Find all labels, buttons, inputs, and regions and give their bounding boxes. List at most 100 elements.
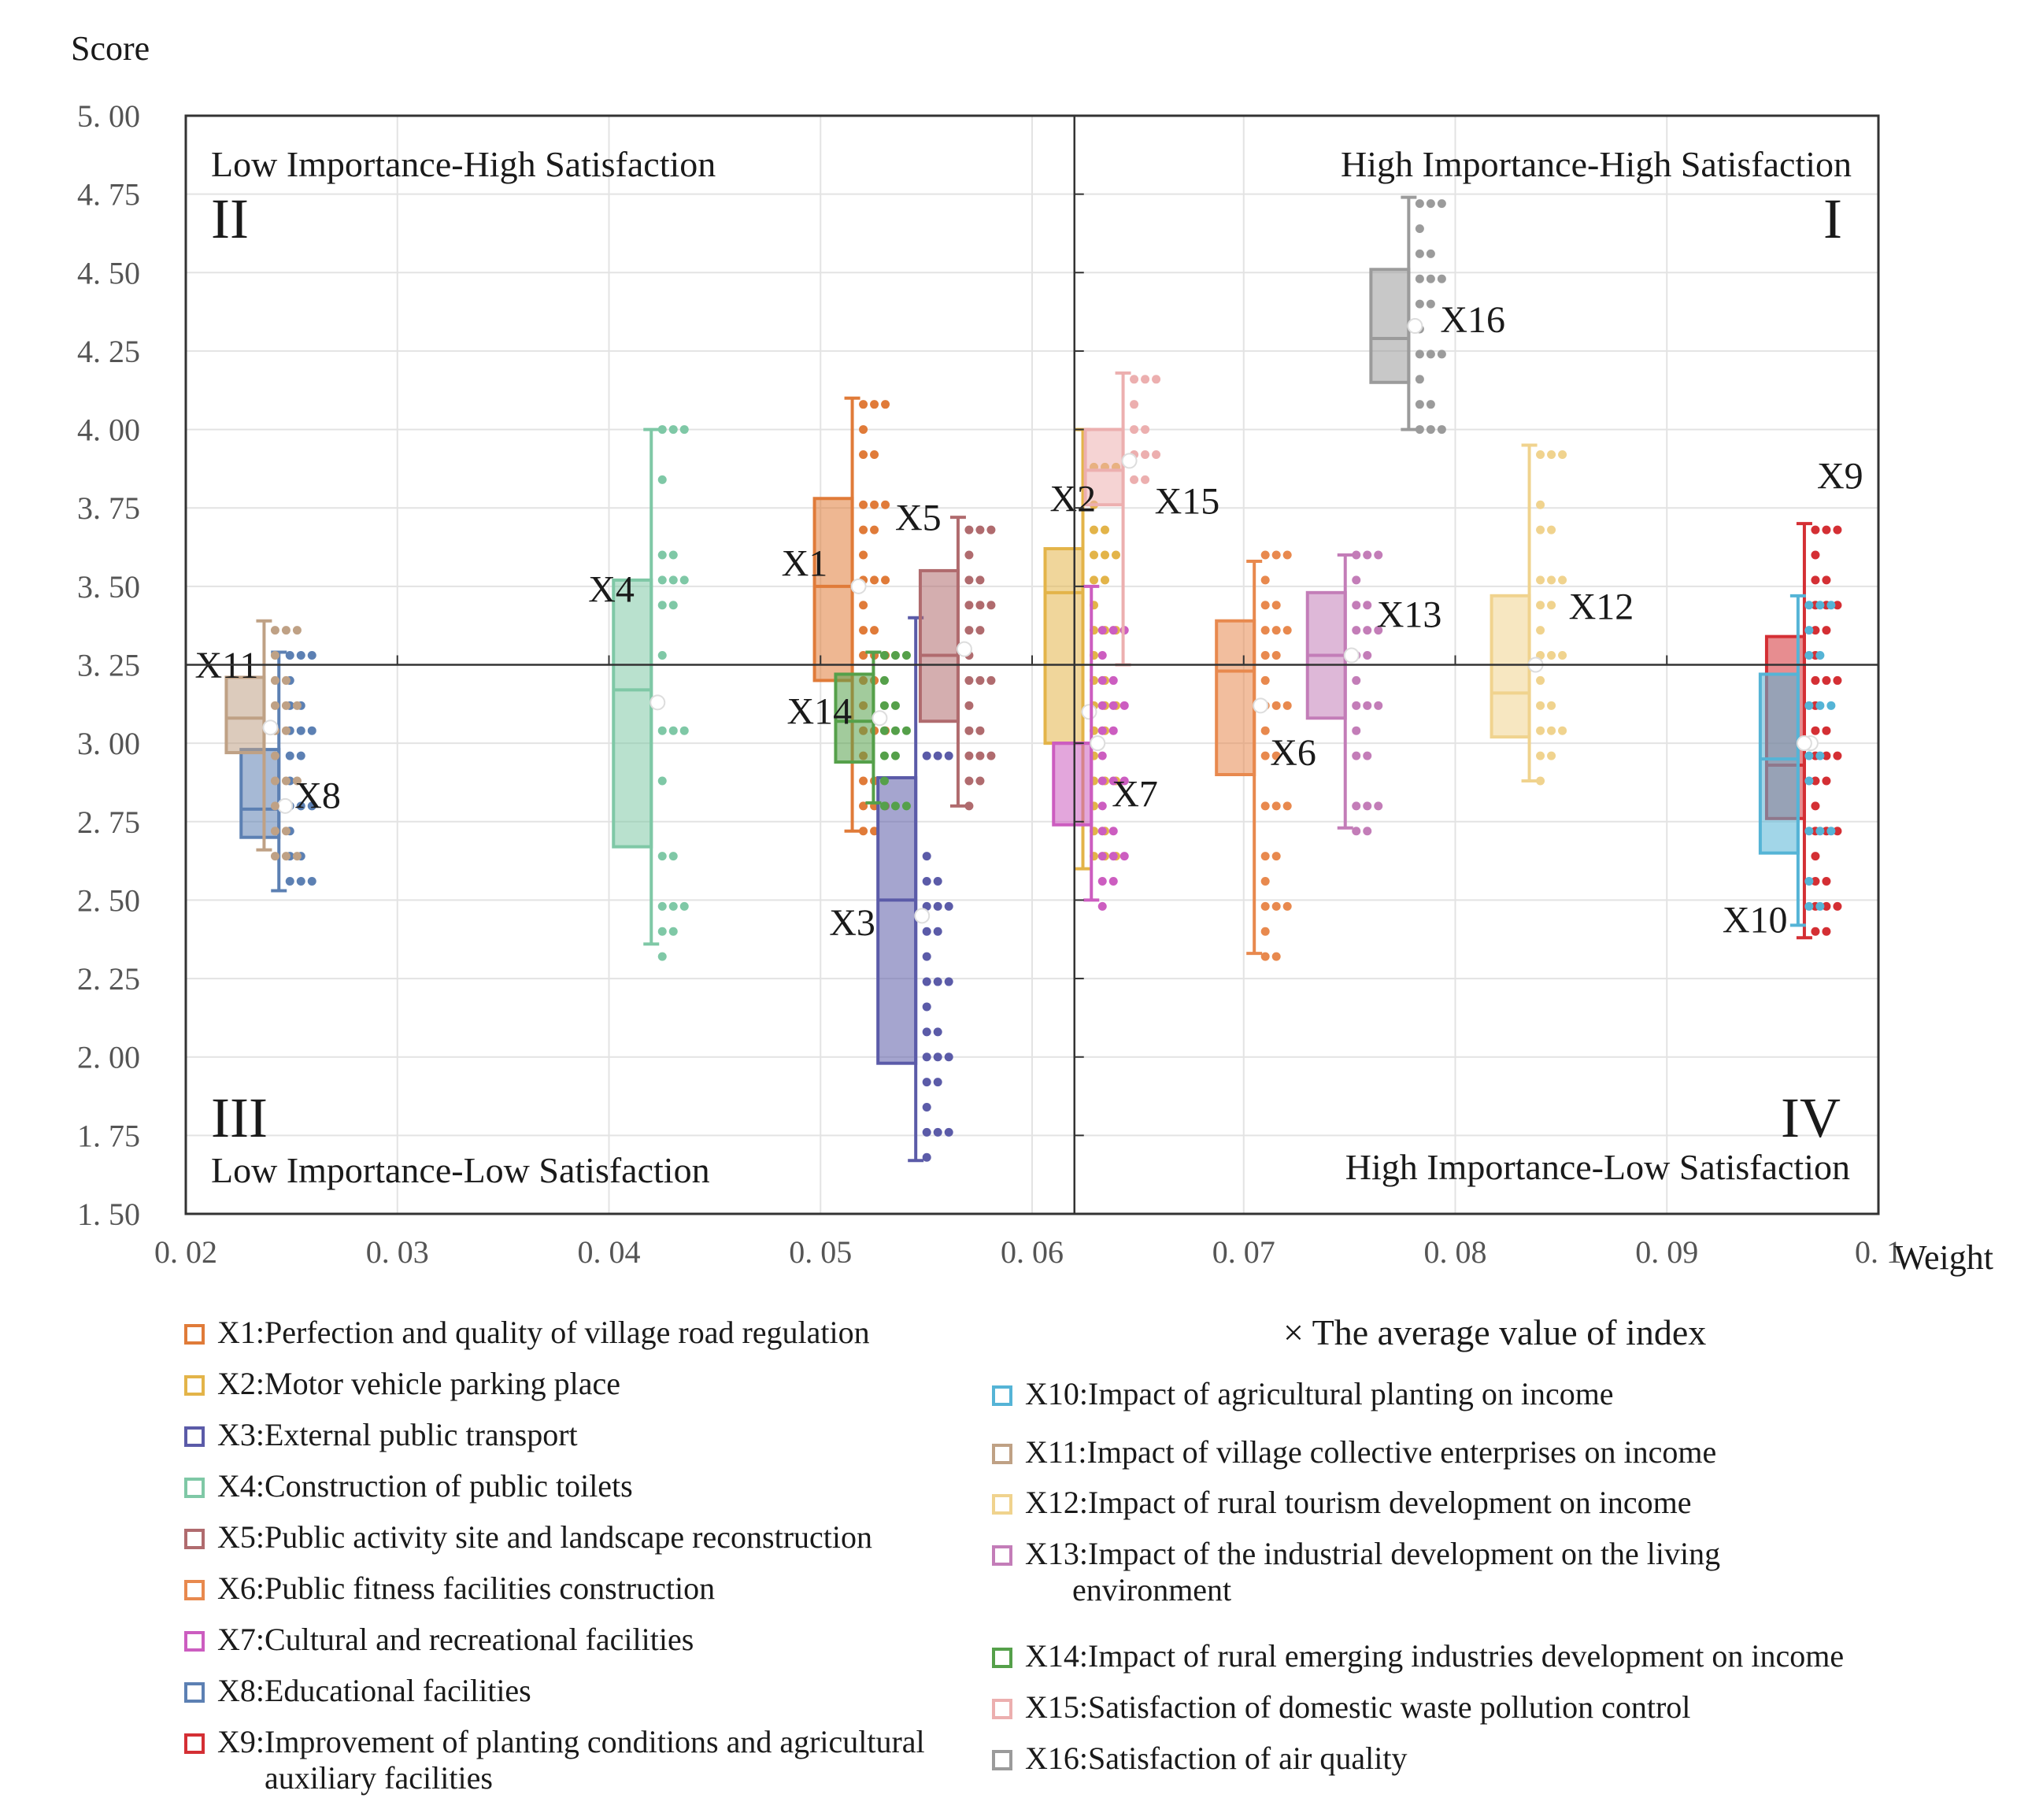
data-dot bbox=[1811, 852, 1820, 861]
mean-marker bbox=[1796, 735, 1812, 752]
legend-swatch bbox=[992, 1648, 1012, 1668]
data-dot bbox=[1815, 827, 1825, 836]
data-dot bbox=[1415, 249, 1424, 258]
x-tick-label: 0. 03 bbox=[366, 1234, 429, 1270]
data-dot bbox=[859, 776, 868, 786]
series-label-x2: X2 bbox=[1050, 479, 1097, 520]
data-dot bbox=[1363, 626, 1372, 635]
data-dot bbox=[1536, 500, 1545, 509]
data-dot bbox=[1811, 626, 1820, 635]
data-dot bbox=[986, 751, 996, 760]
data-dot bbox=[1352, 601, 1361, 610]
mean-marker bbox=[262, 719, 279, 736]
mean-marker bbox=[914, 908, 931, 924]
box-x12 bbox=[1490, 594, 1531, 739]
data-dot bbox=[890, 726, 900, 735]
data-dot bbox=[657, 601, 667, 610]
data-dot bbox=[657, 901, 667, 911]
data-dot bbox=[859, 500, 868, 509]
data-dot bbox=[859, 801, 868, 811]
mean-marker bbox=[956, 641, 972, 657]
data-dot bbox=[1352, 827, 1361, 836]
data-dot bbox=[964, 626, 974, 635]
series-label-x5: X5 bbox=[895, 498, 942, 539]
box-x1 bbox=[812, 497, 854, 682]
data-dot bbox=[1108, 776, 1118, 786]
data-dot bbox=[1352, 801, 1361, 811]
data-dot bbox=[1352, 726, 1361, 735]
data-dot bbox=[964, 550, 974, 560]
data-dot bbox=[657, 952, 667, 961]
data-dot bbox=[1097, 701, 1107, 710]
box-x5 bbox=[918, 568, 960, 723]
legend-item-x1: X1:Perfection and quality of village roa… bbox=[184, 1315, 870, 1350]
data-dot bbox=[859, 425, 868, 435]
data-dot bbox=[975, 776, 985, 786]
data-dot bbox=[1804, 651, 1814, 660]
data-dot bbox=[881, 500, 890, 509]
legend-label: auxiliary facilities bbox=[265, 1760, 493, 1796]
data-dot bbox=[1282, 626, 1292, 635]
data-dot bbox=[657, 475, 667, 484]
data-dot bbox=[1558, 651, 1567, 660]
data-dot bbox=[281, 626, 291, 635]
legend-swatch bbox=[184, 1682, 205, 1703]
series-x11 bbox=[224, 619, 302, 861]
legend-swatch bbox=[992, 1494, 1012, 1515]
legend-item-x16: X16:Satisfaction of air quality bbox=[992, 1740, 1407, 1776]
series-x12 bbox=[1490, 443, 1567, 786]
legend-item-x8: X8:Educational facilities bbox=[184, 1673, 531, 1708]
data-dot bbox=[285, 751, 294, 760]
mean-marker bbox=[277, 797, 294, 814]
data-dot bbox=[1260, 651, 1270, 660]
data-dot bbox=[1260, 726, 1270, 735]
mean-marker bbox=[1081, 704, 1097, 720]
legend-label: X13:Impact of the industrial development… bbox=[1025, 1536, 1720, 1571]
data-dot bbox=[1363, 550, 1372, 560]
mean-marker bbox=[1253, 697, 1269, 714]
mean-marker bbox=[649, 694, 666, 711]
y-tick-label: 2. 25 bbox=[77, 961, 140, 997]
data-dot bbox=[1374, 701, 1383, 710]
series-label-x9: X9 bbox=[1817, 456, 1863, 498]
legend-item-x7: X7:Cultural and recreational facilities bbox=[184, 1622, 694, 1657]
data-dot bbox=[1108, 726, 1118, 735]
data-dot bbox=[1363, 751, 1372, 760]
data-dot bbox=[1282, 550, 1292, 560]
data-dot bbox=[1536, 626, 1545, 635]
data-dot bbox=[1112, 550, 1120, 560]
data-dot bbox=[296, 801, 305, 811]
data-dot bbox=[1426, 425, 1435, 435]
legend-label: X16:Satisfaction of air quality bbox=[1025, 1740, 1407, 1776]
mean-marker bbox=[872, 710, 888, 727]
series-label-x8: X8 bbox=[294, 775, 341, 817]
legend-label: X12:Impact of rural tourism development … bbox=[1025, 1485, 1691, 1520]
data-dot bbox=[1822, 575, 1831, 585]
data-dot bbox=[1822, 776, 1831, 786]
data-dot bbox=[1271, 801, 1281, 811]
data-dot bbox=[1415, 224, 1424, 233]
quadrant-ii-label: Low Importance-High Satisfaction bbox=[211, 144, 716, 184]
data-dot bbox=[285, 651, 294, 660]
data-dot bbox=[986, 675, 996, 685]
data-dot bbox=[922, 751, 931, 760]
box-x6 bbox=[1215, 619, 1256, 777]
data-dot bbox=[1815, 601, 1825, 610]
data-dot bbox=[870, 449, 879, 459]
y-tick-label: 3. 25 bbox=[77, 648, 140, 683]
data-dot bbox=[1260, 575, 1270, 585]
data-dot bbox=[1822, 675, 1831, 685]
data-dot bbox=[1282, 701, 1292, 710]
x-tick-label: 0. 06 bbox=[1001, 1234, 1064, 1270]
data-dot bbox=[281, 776, 291, 786]
legend-label: X8:Educational facilities bbox=[217, 1673, 531, 1708]
data-dot bbox=[1260, 751, 1270, 760]
data-dot bbox=[1108, 827, 1118, 836]
series-x10 bbox=[1758, 594, 1836, 927]
data-dot bbox=[975, 626, 985, 635]
data-dot bbox=[1547, 601, 1556, 610]
data-dot bbox=[307, 726, 316, 735]
data-dot bbox=[1130, 375, 1139, 384]
data-dot bbox=[1119, 701, 1129, 710]
data-dot bbox=[657, 776, 667, 786]
